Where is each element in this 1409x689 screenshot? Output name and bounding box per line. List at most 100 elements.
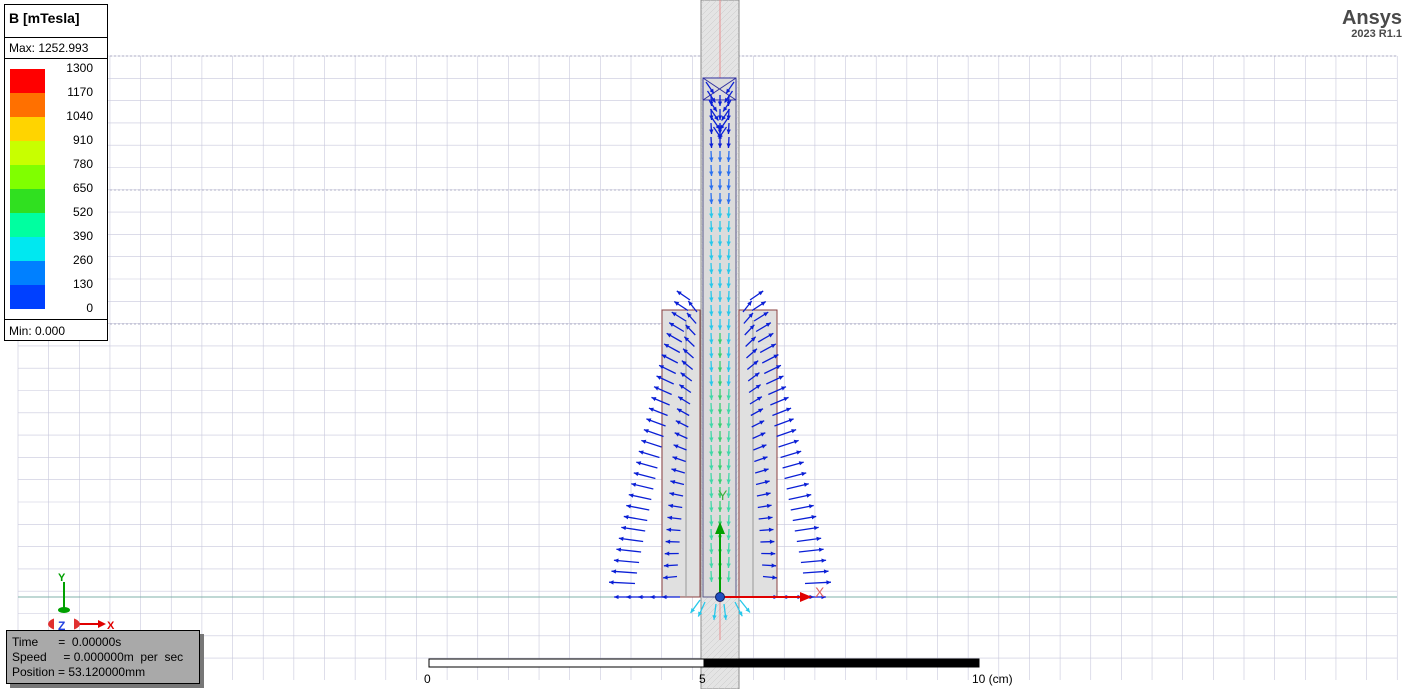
field-arrowhead-icon [717, 409, 723, 414]
scale-bar-white-segment [428, 658, 705, 668]
field-arrowhead-icon [681, 360, 687, 366]
field-arrowhead-icon [709, 353, 714, 358]
field-arrowhead-icon [646, 418, 652, 423]
legend-tick-label: 1300 [66, 61, 93, 75]
field-arrowhead-icon [756, 396, 762, 401]
field-arrowhead-icon [738, 611, 743, 617]
legend-min-value: Min: 0.000 [5, 319, 107, 340]
field-arrowhead-icon [717, 451, 723, 456]
field-arrowhead-icon [771, 563, 777, 568]
field-arrowhead-icon [758, 408, 764, 413]
field-arrowhead-icon [611, 569, 617, 574]
field-arrowhead-icon [806, 493, 812, 498]
field-arrowhead-icon [717, 101, 723, 106]
field-arrowhead-icon [717, 353, 723, 358]
field-arrowhead-icon [778, 375, 784, 380]
legend-tick-label: 910 [72, 133, 93, 147]
field-arrowhead-icon [684, 336, 690, 342]
field-arrowhead-icon [664, 551, 670, 556]
scale-bar-black-segment [703, 658, 980, 668]
field-arrowhead-icon [623, 515, 629, 520]
field-arrowhead-icon [773, 354, 779, 359]
field-arrowhead-icon [651, 397, 657, 402]
field-arrowhead-icon [769, 539, 775, 544]
legend-tick-label: 780 [72, 157, 93, 171]
origin-point-icon [715, 592, 725, 602]
field-arrowhead-icon [781, 386, 787, 391]
hatch-line [700, 625, 740, 665]
field-arrowhead-icon [643, 429, 649, 434]
legend-swatch [10, 165, 45, 189]
field-arrowhead-icon [726, 283, 731, 288]
hatch-line [700, 637, 740, 677]
field-arrowhead-icon [638, 450, 644, 455]
field-arrowhead-icon [714, 115, 719, 121]
field-arrowhead-icon [653, 386, 659, 391]
legend-tick-label: 520 [72, 205, 93, 219]
hatch-line [700, 0, 718, 17]
field-arrowhead-icon [765, 491, 771, 497]
field-arrowhead-icon [726, 241, 731, 246]
legend-tick-label: 0 [86, 301, 93, 315]
field-arrowhead-icon [663, 563, 669, 568]
field-vector-arrows [608, 81, 832, 620]
field-arrowhead-icon [775, 365, 781, 370]
hatch-line [717, 667, 740, 689]
field-arrowhead-icon [747, 301, 752, 306]
field-arrowhead-icon [671, 312, 677, 317]
field-arrowhead-icon [648, 407, 654, 412]
field-arrowhead-icon [669, 322, 675, 327]
hatch-line [700, 0, 712, 11]
field-arrowhead-icon [723, 615, 728, 620]
field-arrowhead-icon [709, 255, 714, 260]
field-arrowhead-icon [668, 503, 674, 509]
field-arrowhead-icon [821, 594, 826, 600]
scale-label-0: 0 [424, 672, 431, 686]
field-arrowhead-icon [749, 324, 755, 330]
field-arrowhead-icon [709, 143, 714, 148]
field-arrowhead-icon [748, 312, 754, 318]
field-arrowhead-icon [709, 549, 714, 554]
field-arrowhead-icon [717, 129, 723, 134]
field-arrowhead-icon [659, 365, 665, 370]
field-arrowhead-icon [801, 471, 807, 477]
legend-tick-label: 130 [72, 277, 93, 291]
field-arrowhead-icon [717, 423, 723, 428]
field-arrowhead-icon [726, 199, 731, 204]
field-arrowhead-icon [753, 360, 759, 366]
legend-max-value: Max: 1252.993 [5, 37, 107, 59]
field-arrowhead-icon [723, 106, 728, 112]
field-arrowhead-icon [641, 439, 647, 444]
field-arrowhead-icon [613, 558, 619, 563]
field-arrowhead-icon [717, 493, 723, 498]
field-arrowhead-icon [676, 290, 682, 296]
field-arrowhead-icon [726, 213, 731, 218]
field-arrowhead-icon [709, 451, 714, 456]
field-arrowhead-icon [717, 143, 723, 148]
legend-title: B [mTesla] [9, 10, 80, 26]
field-arrowhead-icon [717, 213, 723, 218]
field-arrowhead-icon [626, 504, 632, 509]
field-arrowhead-icon [767, 515, 773, 521]
legend-swatch [10, 213, 45, 237]
color-legend[interactable]: B [mTesla] Max: 1252.993 1300 1170 1040 910… [4, 4, 108, 341]
field-arrowhead-icon [674, 432, 680, 437]
field-arrowhead-icon [709, 325, 714, 330]
field-arrowhead-icon [726, 507, 731, 512]
field-arrowhead-icon [709, 199, 714, 204]
field-arrowhead-icon [678, 396, 684, 401]
field-arrowhead-icon [709, 507, 714, 512]
legend-tick-label: 260 [72, 253, 93, 267]
field-arrowhead-icon [726, 143, 731, 148]
field-arrowhead-icon [762, 456, 768, 461]
field-arrowhead-icon [793, 439, 799, 444]
field-arrowhead-icon [763, 468, 769, 473]
field-arrowhead-icon [717, 255, 723, 260]
field-arrowhead-icon [709, 129, 714, 134]
field-arrowhead-icon [709, 479, 714, 484]
field-arrowhead-icon [826, 580, 831, 585]
field-arrowhead-icon [726, 395, 731, 400]
field-arrowhead-icon [788, 418, 794, 423]
field-arrowhead-icon [766, 503, 772, 509]
